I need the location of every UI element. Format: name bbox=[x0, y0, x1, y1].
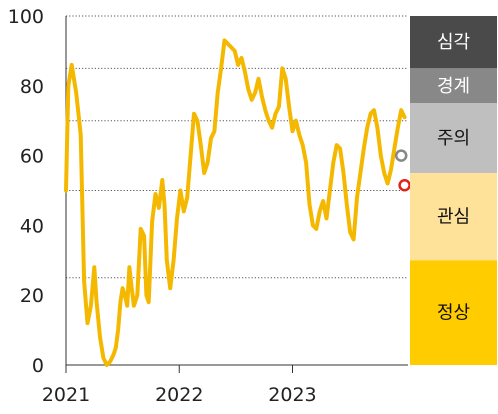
band-label-0: 심각 bbox=[437, 32, 470, 53]
y-tick-40: 40 bbox=[20, 215, 44, 237]
band-label-1: 경계 bbox=[437, 76, 470, 97]
grid-lines bbox=[66, 15, 408, 279]
band-0 bbox=[410, 16, 497, 69]
band-label-4: 정상 bbox=[437, 303, 470, 324]
band-1 bbox=[410, 68, 497, 104]
series-line-0 bbox=[64, 38, 407, 367]
y-tick-labels: 0 20 40 60 80 100 bbox=[8, 6, 44, 377]
band-label-2: 주의 bbox=[437, 128, 470, 149]
x-tick-labels: 2021 2022 2023 bbox=[42, 365, 317, 406]
band-label-3: 관심 bbox=[437, 207, 470, 228]
series-group bbox=[64, 38, 411, 367]
y-tick-80: 80 bbox=[20, 76, 44, 98]
y-tick-0: 0 bbox=[32, 355, 44, 377]
band-2 bbox=[410, 103, 497, 174]
gray-marker bbox=[394, 149, 408, 162]
band-4 bbox=[410, 260, 497, 365]
band-3 bbox=[410, 173, 497, 261]
red-marker bbox=[398, 179, 411, 192]
x-tick-2021: 2021 bbox=[42, 384, 90, 406]
y-tick-60: 60 bbox=[20, 146, 44, 168]
y-tick-100: 100 bbox=[8, 6, 44, 28]
x-tick-2022: 2022 bbox=[155, 384, 203, 406]
x-tick-2023: 2023 bbox=[268, 384, 316, 406]
y-tick-20: 20 bbox=[20, 285, 44, 307]
